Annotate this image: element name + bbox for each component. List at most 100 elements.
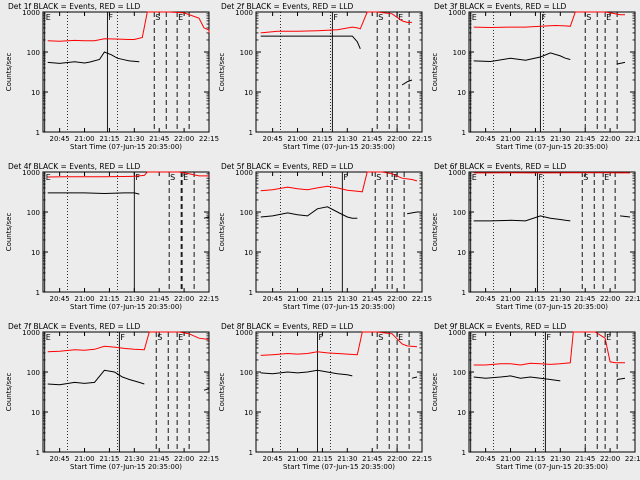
y-tick-label: 100 <box>27 49 40 57</box>
y-tick-label: 10 <box>31 409 40 417</box>
x-tick-label: 21:00 <box>74 455 94 463</box>
x-tick-label: 20:45 <box>50 135 70 143</box>
x-tick-label: 21:15 <box>312 455 332 463</box>
marker-label: F <box>333 13 338 22</box>
x-tick-label: 22:15 <box>625 135 640 143</box>
x-tick-label: 21:30 <box>124 135 144 143</box>
y-tick-label: 10 <box>244 89 253 97</box>
plot-frame <box>468 11 636 133</box>
y-tick-label: 100 <box>453 369 466 377</box>
x-axis-label: Start Time (07-Jun-15 20:35:00) <box>496 303 608 311</box>
marker-label: F <box>108 13 113 22</box>
x-tick-label: 20:45 <box>263 135 283 143</box>
lld-series-line <box>260 11 412 34</box>
x-tick-label: 22:00 <box>600 135 620 143</box>
x-tick-label: 22:15 <box>199 295 219 303</box>
plot-frame <box>468 331 636 453</box>
marker-label: F <box>343 173 348 182</box>
y-tick-label: 1000 <box>448 9 466 17</box>
plot-frame <box>255 171 423 293</box>
marker-label: S <box>586 13 591 22</box>
y-tick-label: 1000 <box>235 9 253 17</box>
panel-title: Det 1f BLACK = Events, RED = LLD <box>8 2 141 11</box>
y-tick-label: 1000 <box>22 169 40 177</box>
panel-6: Det 6f BLACK = Events, RED = LLD Counts/s… <box>431 162 640 311</box>
events-series-line <box>473 52 626 65</box>
x-tick-label: 21:00 <box>500 135 520 143</box>
x-tick-label: 20:45 <box>50 295 70 303</box>
lld-series-line <box>47 11 210 42</box>
panel-title: Det 7f BLACK = Events, RED = LLD <box>8 322 141 331</box>
marker-label: E <box>398 333 403 342</box>
plot-frame <box>468 171 636 293</box>
x-tick-label: 21:00 <box>500 295 520 303</box>
marker-label: S <box>376 173 381 182</box>
y-tick-label: 100 <box>240 49 253 57</box>
x-tick-label: 21:45 <box>149 135 169 143</box>
x-tick-label: 20:45 <box>476 455 496 463</box>
marker-label: E <box>46 173 51 182</box>
events-series-line <box>260 369 418 379</box>
marker-label: F <box>541 13 546 22</box>
x-tick-label: 20:45 <box>263 455 283 463</box>
lld-series-line <box>473 11 625 29</box>
x-tick-label: 21:45 <box>149 455 169 463</box>
marker-label: F <box>318 333 323 342</box>
panel-title: Det 9f BLACK = Events, RED = LLD <box>434 322 567 331</box>
marker-label: F <box>538 173 543 182</box>
y-tick-label: 100 <box>27 369 40 377</box>
y-axis-label: Counts/sec <box>431 373 439 412</box>
events-series-line <box>47 369 210 391</box>
panel-title: Det 4f BLACK = Events, RED = LLD <box>8 162 141 171</box>
x-tick-label: 21:15 <box>99 295 119 303</box>
x-tick-label: 22:15 <box>412 455 432 463</box>
x-tick-label: 21:00 <box>500 455 520 463</box>
x-tick-label: 21:15 <box>312 295 332 303</box>
lld-series-line <box>260 331 418 356</box>
y-axis-label: Counts/sec <box>431 213 439 252</box>
y-tick-label: 1 <box>36 129 40 137</box>
x-axis-label: Start Time (07-Jun-15 20:35:00) <box>496 143 608 151</box>
marker-label: E <box>472 173 477 182</box>
panel-title: Det 3f BLACK = Events, RED = LLD <box>434 2 567 11</box>
y-tick-label: 1 <box>249 129 253 137</box>
panel-title: Det 6f BLACK = Events, RED = LLD <box>434 162 567 171</box>
y-tick-label: 10 <box>244 409 253 417</box>
y-tick-label: 100 <box>27 209 40 217</box>
marker-label: S <box>157 333 162 342</box>
x-tick-label: 21:00 <box>74 135 94 143</box>
marker-label: E <box>183 173 188 182</box>
x-tick-label: 21:30 <box>124 455 144 463</box>
x-tick-label: 21:00 <box>287 295 307 303</box>
marker-label: E <box>46 333 51 342</box>
plot-frame <box>255 11 423 133</box>
marker-label: F <box>120 333 125 342</box>
lld-series-line <box>473 331 625 366</box>
y-axis-label: Counts/sec <box>5 373 13 412</box>
panel-9: Det 9f BLACK = Events, RED = LLD Counts/s… <box>431 322 640 471</box>
y-tick-label: 100 <box>240 369 253 377</box>
y-tick-label: 1 <box>249 289 253 297</box>
x-axis-label: Start Time (07-Jun-15 20:35:00) <box>496 463 608 471</box>
y-axis-label: Counts/sec <box>5 53 13 92</box>
panel-title: Det 5f BLACK = Events, RED = LLD <box>221 162 354 171</box>
x-tick-label: 22:00 <box>174 135 194 143</box>
y-tick-label: 100 <box>453 209 466 217</box>
lld-series-line <box>47 171 209 178</box>
x-tick-label: 21:15 <box>525 135 545 143</box>
marker-label: S <box>170 173 175 182</box>
y-tick-label: 1000 <box>235 329 253 337</box>
x-tick-label: 22:15 <box>199 455 219 463</box>
x-tick-label: 21:30 <box>337 295 357 303</box>
x-tick-label: 21:30 <box>337 455 357 463</box>
x-tick-label: 21:45 <box>575 135 595 143</box>
x-tick-label: 20:45 <box>263 295 283 303</box>
events-series-line <box>473 375 626 382</box>
x-axis-label: Start Time (07-Jun-15 20:35:00) <box>283 143 395 151</box>
y-tick-label: 10 <box>457 409 466 417</box>
y-tick-label: 10 <box>244 249 253 257</box>
x-axis-label: Start Time (07-Jun-15 20:35:00) <box>70 143 182 151</box>
x-tick-label: 22:00 <box>387 295 407 303</box>
marker-label: S <box>583 173 588 182</box>
x-tick-label: 21:00 <box>287 135 307 143</box>
